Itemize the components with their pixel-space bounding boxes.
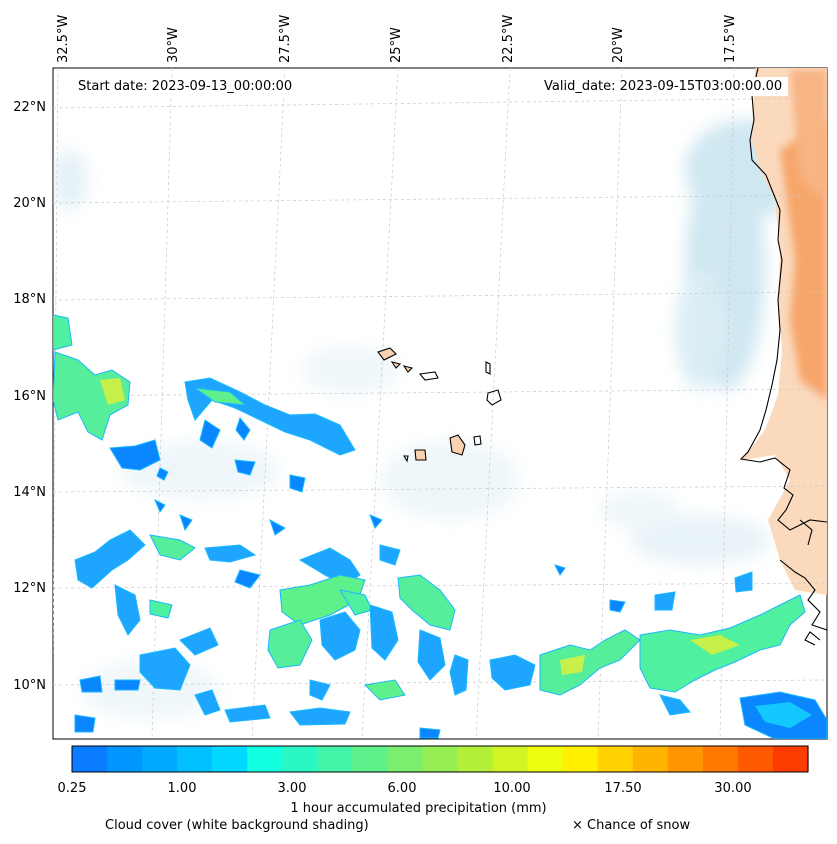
coastline	[739, 68, 827, 646]
cloud-cover-shading	[53, 120, 805, 720]
precipitation-colorbar	[72, 746, 809, 772]
start-date-label: Start date: 2023-09-13_00:00:00	[72, 77, 299, 96]
lon-label: 22.5°W	[501, 15, 516, 63]
colorbar-swatch	[527, 746, 564, 772]
colorbar-tick: 30.00	[714, 781, 752, 796]
colorbar-swatch	[317, 746, 353, 772]
lon-label: 32.5°W	[56, 15, 71, 63]
colorbar-swatch	[422, 746, 459, 772]
colorbar-tick: 1.00	[167, 781, 197, 796]
colorbar-swatch	[107, 746, 143, 772]
colorbar-swatch	[177, 746, 213, 772]
colorbar-swatch	[387, 746, 424, 772]
colorbar-swatch	[772, 746, 809, 772]
colorbar-swatch	[352, 746, 389, 772]
lat-label: 14°N	[13, 485, 46, 500]
colorbar-swatch	[737, 746, 774, 772]
snow-note: × Chance of snow	[572, 818, 691, 833]
lon-label: 20°W	[611, 27, 626, 63]
colorbar-tick: 10.00	[493, 781, 531, 796]
lat-label: 10°N	[13, 678, 46, 693]
longitude-labels: 32.5°W 30°W 27.5°W 25°W 22.5°W 20°W 17.5…	[56, 15, 738, 63]
lat-label: 20°N	[13, 196, 46, 211]
valid-date-label: Valid_date: 2023-09-15T03:00:00.00	[538, 77, 789, 96]
colorbar-swatch	[597, 746, 634, 772]
cloud-cover-note: Cloud cover (white background shading)	[105, 818, 369, 833]
colorbar-swatch	[632, 746, 669, 772]
cape-verde-islands	[377, 347, 502, 463]
lon-label: 30°W	[166, 27, 181, 63]
precipitation-cells	[53, 314, 827, 739]
lat-label: 16°N	[13, 389, 46, 404]
colorbar-tick: 6.00	[387, 781, 417, 796]
colorbar-swatch	[212, 746, 248, 772]
colorbar-swatch	[562, 746, 599, 772]
colorbar-tick: 17.50	[604, 781, 642, 796]
colorbar-swatch	[247, 746, 283, 772]
colorbar-tick: 0.25	[57, 781, 87, 796]
colorbar-title: 1 hour accumulated precipitation (mm)	[290, 801, 547, 816]
colorbar-tick: 3.00	[277, 781, 307, 796]
colorbar-swatch	[282, 746, 318, 772]
colorbar-swatch	[667, 746, 704, 772]
gridlines	[53, 68, 827, 739]
colorbar-swatch	[702, 746, 739, 772]
lon-label: 27.5°W	[278, 15, 293, 63]
land-field-shading	[742, 68, 827, 595]
lon-label: 25°W	[389, 27, 404, 63]
colorbar-swatch	[142, 746, 178, 772]
colorbar-swatch	[457, 746, 494, 772]
lat-label: 22°N	[13, 100, 46, 115]
latitude-labels: 22°N 20°N 18°N 16°N 14°N 12°N 10°N	[13, 100, 46, 693]
colorbar-frame	[71, 745, 809, 773]
colorbar-swatch	[72, 746, 108, 772]
lat-label: 12°N	[13, 581, 46, 596]
lon-label: 17.5°W	[723, 15, 738, 63]
lat-label: 18°N	[13, 292, 46, 307]
colorbar-swatch	[492, 746, 529, 772]
